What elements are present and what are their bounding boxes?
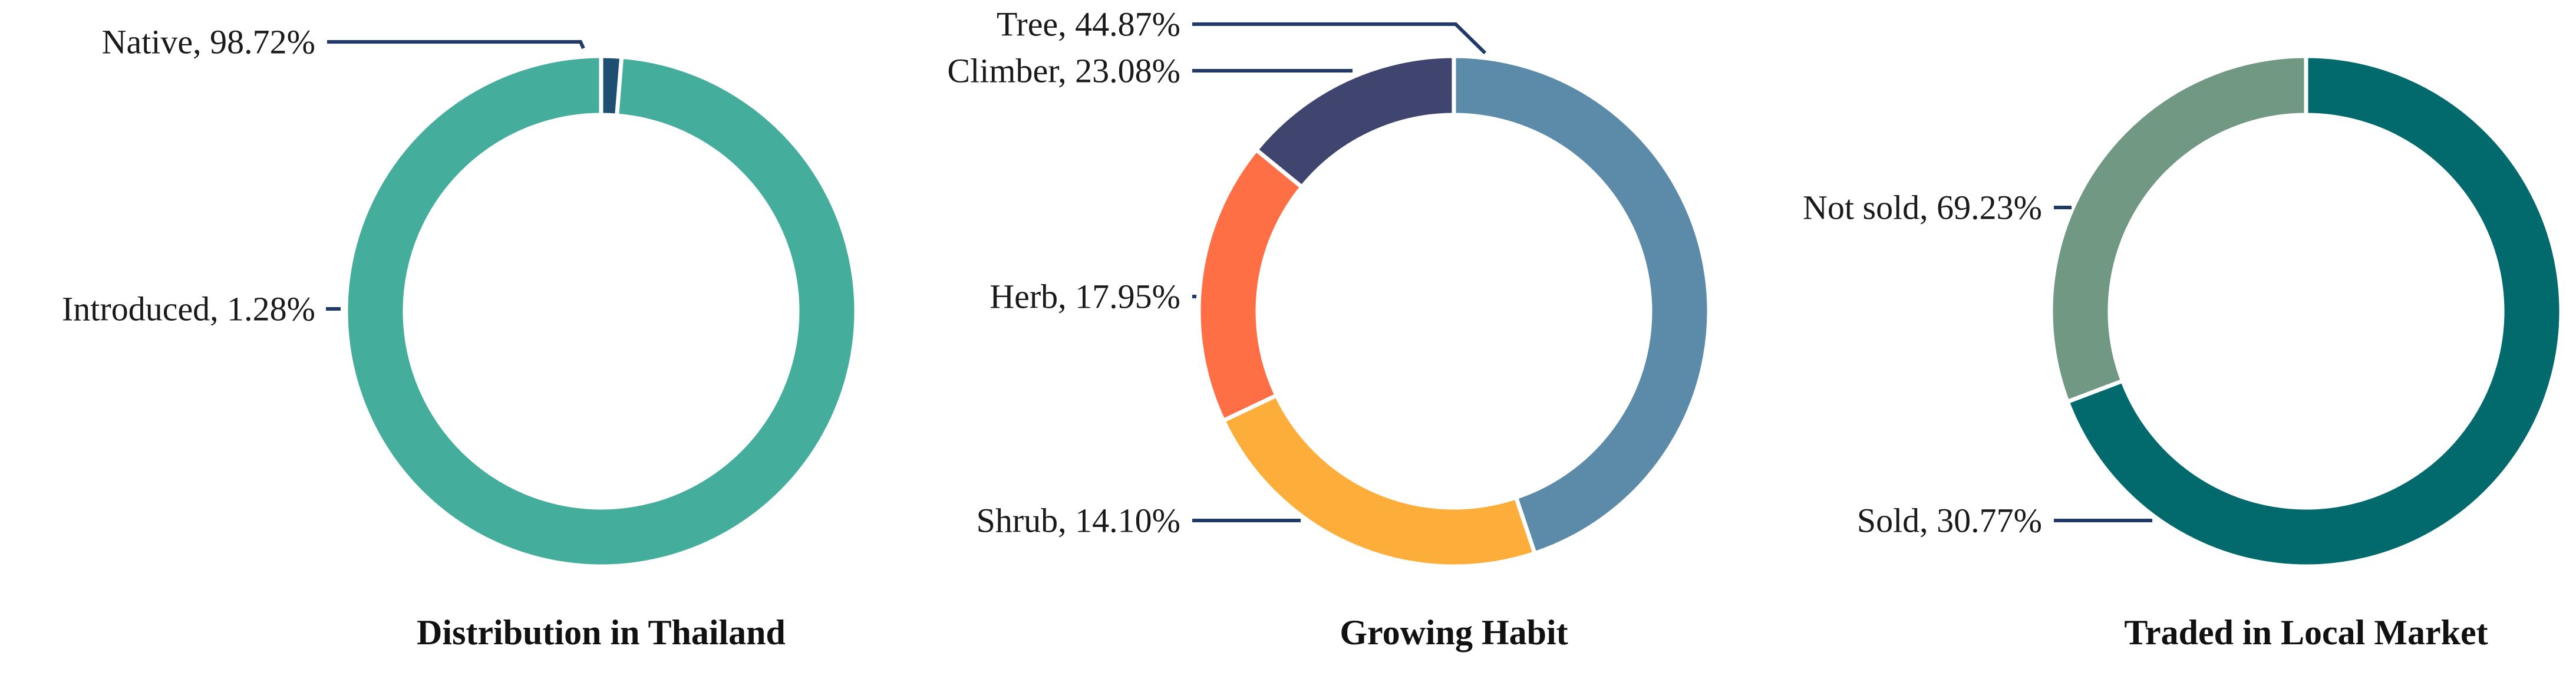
label-shrub: Shrub, 14.10% (977, 502, 1180, 540)
slice-climber (1253, 54, 1456, 190)
leader-native (327, 40, 585, 50)
chart-traded: Not sold, 69.23% Sold, 30.77% Traded in … (1803, 54, 2564, 652)
label-tree: Tree, 44.87% (997, 5, 1180, 44)
chart-distribution-slices (344, 54, 859, 569)
label-native: Native, 98.72% (102, 23, 315, 61)
label-climber: Climber, 23.08% (947, 52, 1180, 90)
title-growing-habit: Growing Habit (1340, 613, 1568, 652)
label-introduced: Introduced, 1.28% (62, 290, 315, 328)
chart-growing-habit: Tree, 44.87% Climber, 23.08% Herb, 17.95… (947, 5, 1711, 652)
label-sold: Sold, 30.77% (1857, 502, 2042, 540)
slice-herb (1196, 147, 1305, 424)
slice-shrub (1221, 393, 1538, 569)
slice-not-sold (2049, 54, 2308, 405)
label-not-sold: Not sold, 69.23% (1803, 189, 2042, 227)
title-traded: Traded in Local Market (2124, 613, 2488, 652)
slice-introduced (344, 54, 859, 569)
chart-traded-slices (2049, 54, 2564, 569)
slice-sold (2064, 54, 2564, 569)
slice-tree (1452, 54, 1711, 556)
chart-distribution: Native, 98.72% Introduced, 1.28% Distrib… (62, 23, 859, 652)
chart-growing-habit-slices (1196, 54, 1711, 569)
label-herb: Herb, 17.95% (989, 278, 1180, 316)
leader-tree (1192, 22, 1487, 55)
title-distribution: Distribution in Thailand (417, 613, 786, 652)
